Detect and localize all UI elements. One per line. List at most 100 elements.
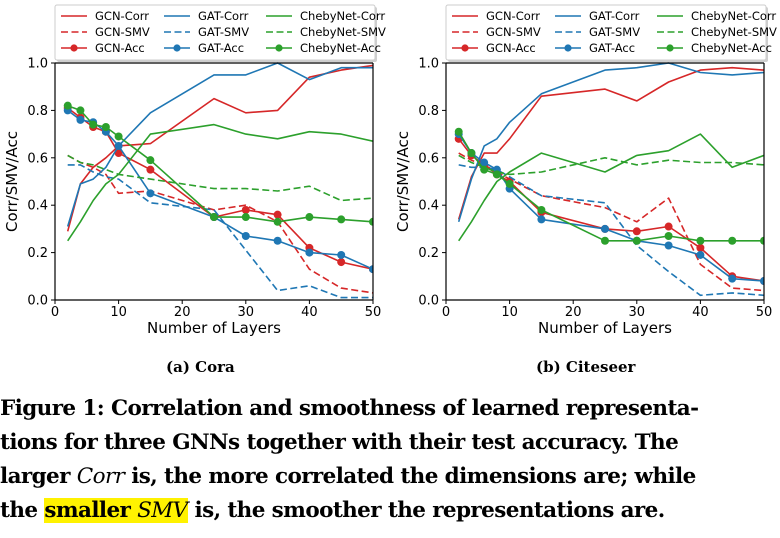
x-tick-label: 40 (301, 305, 318, 320)
x-axis-label: Number of Layers (147, 319, 281, 337)
legend-label-gcn-acc: GCN-Acc (95, 41, 145, 55)
x-tick-label: 50 (365, 305, 382, 320)
legend-marker-gcn-acc (70, 44, 78, 52)
legend-label-gat-corr: GAT-Corr (198, 9, 249, 23)
data-point-chebynet-acc (454, 127, 463, 136)
series-line-chebynet-acc (458, 131, 764, 242)
data-point-chebynet-acc (480, 165, 489, 174)
series-line-gat-smv (67, 164, 373, 299)
y-axis-label: Corr/SMV/Acc (394, 131, 412, 232)
data-point-gcn-acc (273, 210, 282, 219)
data-point-chebynet-acc (273, 217, 282, 226)
data-point-chebynet-acc (114, 132, 123, 141)
y-tick-label: 0.4 (27, 199, 48, 214)
legend-box (445, 4, 767, 61)
caption-text: is, the smoother the representations are… (187, 498, 666, 523)
series-line-chebynet-smv (67, 154, 373, 202)
x-tick-label: 10 (501, 305, 518, 320)
y-tick-label: 0.0 (27, 294, 48, 309)
x-tick-label: 40 (692, 305, 709, 320)
x-tick-label: 30 (629, 305, 646, 320)
data-point-gat-acc (369, 265, 373, 274)
legend-label-gcn-corr: GCN-Corr (95, 9, 149, 23)
data-point-chebynet-acc (760, 236, 764, 245)
data-point-gat-acc (305, 248, 314, 257)
data-point-chebynet-acc (664, 232, 673, 241)
caption-corr-term: Corr (76, 464, 125, 489)
data-point-gat-acc (146, 189, 155, 198)
series-line-gat-acc (67, 109, 373, 270)
legend-marker-gat-acc (173, 44, 181, 52)
series-line-gat-corr (66, 62, 373, 227)
data-point-gat-acc (664, 241, 673, 250)
series-line-gat-corr (457, 62, 764, 223)
legend-label-gcn-smv: GCN-SMV (95, 25, 150, 39)
data-point-gcn-acc (146, 165, 155, 174)
figure-caption: Figure 1: Correlation and smoothness of … (0, 392, 780, 528)
y-tick-label: 0.0 (418, 294, 439, 309)
legend-label-chebynet-smv: ChebyNet-SMV (300, 25, 386, 39)
data-point-gcn-acc (241, 205, 250, 214)
x-tick-label: 0 (51, 305, 59, 320)
subcaption-cora: (a) Cora (166, 358, 235, 376)
data-point-gcn-acc (664, 222, 673, 231)
legend-label-chebynet-corr: ChebyNet-Corr (691, 9, 776, 23)
y-tick-label: 0.4 (418, 199, 439, 214)
data-point-chebynet-acc (337, 215, 346, 224)
legend-box (54, 4, 376, 61)
legend-marker-gat-acc (564, 44, 572, 52)
chart-panel-cora: 0 10 20 30 40 50 0.0 0.2 0.4 0.6 0.8 1.0 Number of L… (3, 4, 386, 337)
caption-text: the (0, 498, 45, 523)
x-tick-label: 0 (442, 305, 450, 320)
series-line-chebynet-smv (458, 154, 764, 176)
caption-text: is, the more correlated the dimensions a… (124, 464, 696, 489)
data-point-chebynet-acc (101, 122, 110, 131)
chart-panel-citeseer: 0 10 20 30 40 50 0.0 0.2 0.4 0.6 0.8 1.0 Number of L… (394, 4, 777, 337)
caption-line-4: the smaller SMV is, the smoother the rep… (0, 494, 780, 528)
series-line-chebynet-corr (458, 133, 764, 242)
data-point-chebynet-acc (305, 213, 314, 222)
caption-text: larger (0, 464, 77, 489)
caption-highlight-text: smaller (44, 498, 138, 523)
y-tick-label: 0.2 (27, 246, 48, 261)
legend-marker-chebynet-acc (666, 44, 674, 52)
data-point-gat-acc (696, 250, 705, 259)
data-point-gcn-acc (114, 149, 123, 158)
data-point-chebynet-acc (76, 106, 85, 115)
legend-label-gcn-corr: GCN-Corr (486, 9, 540, 23)
x-tick-label: 30 (238, 305, 255, 320)
data-point-chebynet-acc (728, 236, 737, 245)
legend-marker-gcn-acc (461, 44, 469, 52)
x-tick-label: 20 (174, 305, 191, 320)
x-tick-label: 10 (110, 305, 127, 320)
caption-line-3: larger Corr is, the more correlated the … (0, 460, 780, 494)
legend-marker-chebynet-acc (275, 44, 283, 52)
caption-highlight: smaller SMV (44, 498, 188, 523)
y-tick-label: 1.0 (418, 57, 439, 72)
series-line-gcn-corr (457, 66, 764, 220)
legend-label-chebynet-acc: ChebyNet-Acc (300, 41, 381, 55)
y-axis-label: Corr/SMV/Acc (3, 131, 21, 232)
series-line-gcn-smv (67, 154, 373, 294)
y-tick-label: 0.6 (27, 151, 48, 166)
subcaption-citeseer: (b) Citeseer (536, 358, 636, 376)
data-point-gat-acc (241, 232, 250, 241)
legend-label-gcn-smv: GCN-SMV (486, 25, 541, 39)
legend-label-gat-smv: GAT-SMV (589, 25, 640, 39)
legend-label-gat-acc: GAT-Acc (198, 41, 244, 55)
series-group (454, 62, 764, 297)
x-axis-label: Number of Layers (538, 319, 672, 337)
series-line-gcn-corr (66, 64, 373, 232)
series-group (63, 62, 373, 299)
x-tick-label: 50 (756, 305, 773, 320)
legend-label-chebynet-smv: ChebyNet-SMV (691, 25, 777, 39)
figure-charts: 0 10 20 30 40 50 0.0 0.2 0.4 0.6 0.8 1.0 Number of L… (3, 4, 777, 337)
data-point-gat-acc (114, 141, 123, 150)
y-tick-label: 1.0 (27, 57, 48, 72)
data-point-chebynet-acc (601, 236, 609, 245)
caption-smv-term: SMV (137, 498, 188, 523)
legend-label-gcn-acc: GCN-Acc (486, 41, 536, 55)
legend: GCN-Corr GCN-SMV GCN-Acc GAT-Corr GAT-SMV GAT… (445, 4, 777, 62)
data-point-chebynet-acc (89, 120, 98, 129)
data-point-chebynet-acc (696, 236, 705, 245)
